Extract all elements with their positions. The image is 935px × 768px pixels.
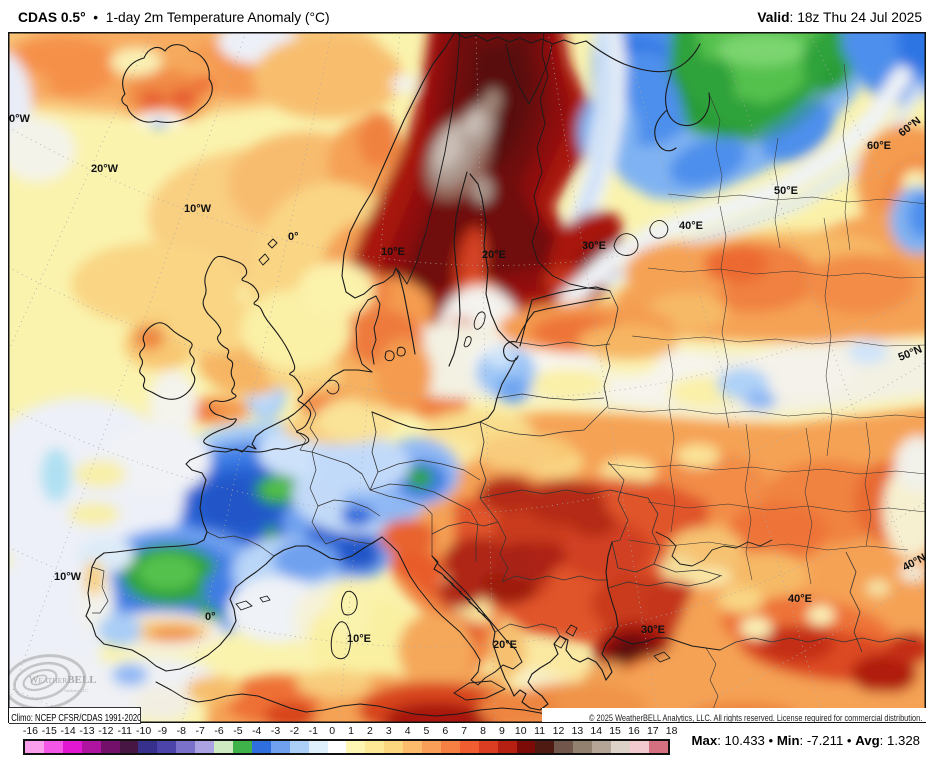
svg-text:10°W: 10°W <box>184 203 212 215</box>
svg-text:30°E: 30°E <box>641 624 665 636</box>
svg-text:20°E: 20°E <box>482 249 506 261</box>
svg-text:40°E: 40°E <box>788 593 812 605</box>
svg-text:60°E: 60°E <box>867 140 891 152</box>
svg-text:WEATHERBELL: WEATHERBELL <box>29 674 97 686</box>
svg-text:40°E: 40°E <box>679 220 703 232</box>
svg-text:10°E: 10°E <box>347 633 371 645</box>
svg-text:10°E: 10°E <box>381 246 405 258</box>
svg-text:10°W: 10°W <box>54 571 82 583</box>
svg-text:0°W: 0°W <box>9 113 31 125</box>
svg-text:20°E: 20°E <box>493 639 517 651</box>
svg-text:30°E: 30°E <box>582 240 606 252</box>
svg-text:0°: 0° <box>288 231 299 243</box>
svg-text:Analytics LLC: Analytics LLC <box>64 688 88 693</box>
svg-text:20°W: 20°W <box>91 163 119 175</box>
svg-text:50°E: 50°E <box>774 185 798 197</box>
svg-text:0°: 0° <box>205 611 216 623</box>
